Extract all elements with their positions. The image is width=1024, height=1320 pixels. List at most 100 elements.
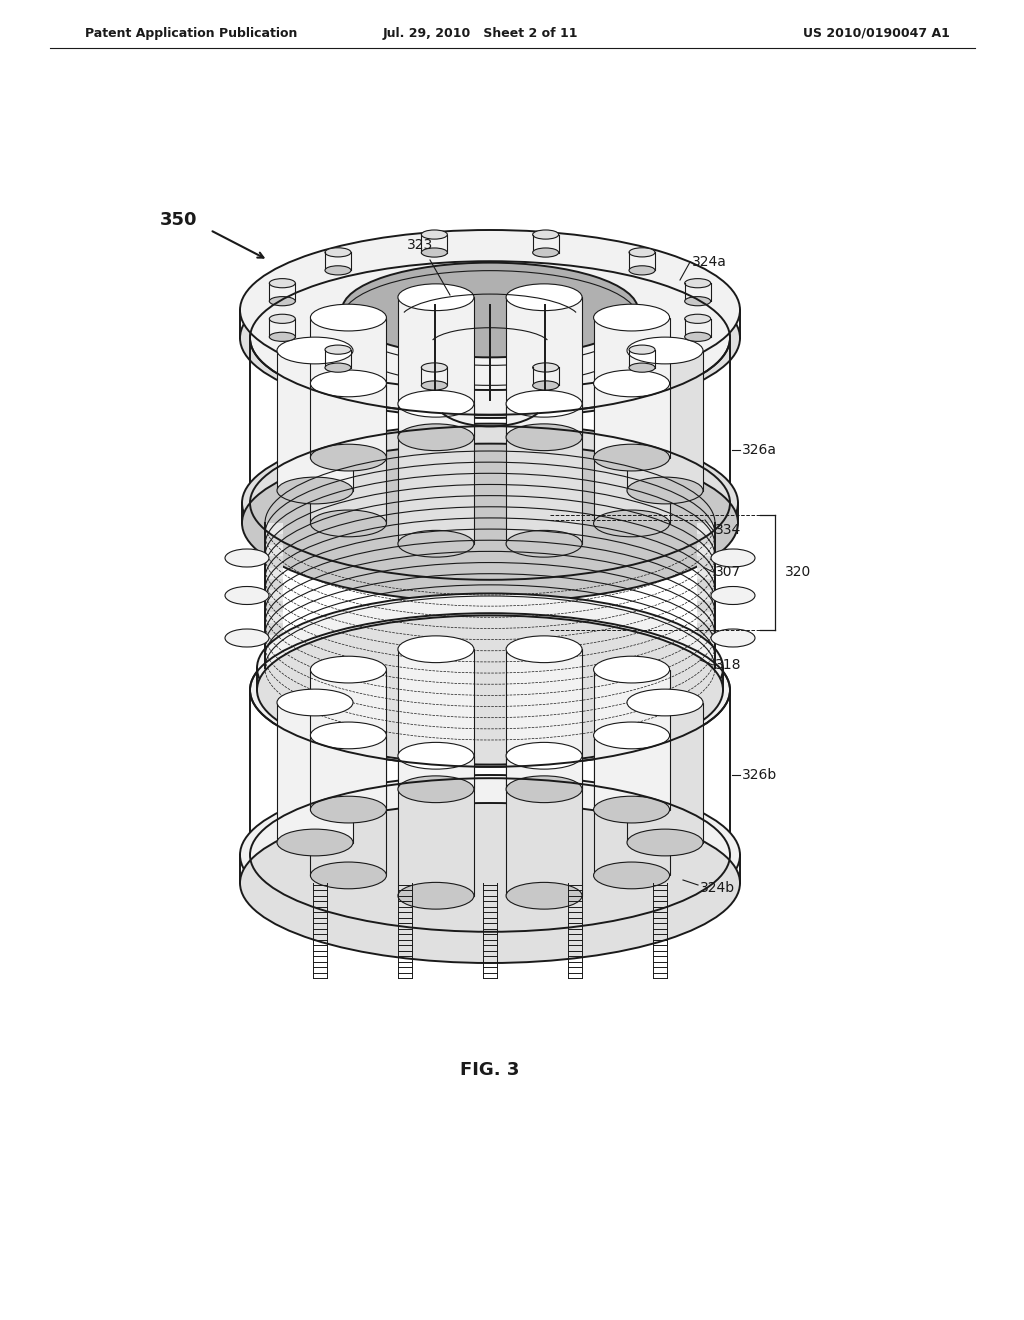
Bar [506, 756, 582, 896]
Ellipse shape [310, 656, 386, 682]
Ellipse shape [278, 689, 353, 715]
Ellipse shape [398, 776, 474, 803]
Bar [506, 297, 582, 437]
Bar [398, 756, 474, 896]
Ellipse shape [685, 314, 711, 323]
Ellipse shape [325, 345, 351, 354]
Bar [278, 702, 353, 842]
Bar [269, 284, 295, 301]
Ellipse shape [594, 656, 670, 682]
Ellipse shape [506, 284, 582, 310]
Ellipse shape [506, 776, 582, 803]
Ellipse shape [711, 630, 755, 647]
Ellipse shape [532, 248, 559, 257]
Ellipse shape [506, 424, 582, 450]
Ellipse shape [685, 279, 711, 288]
Ellipse shape [265, 451, 715, 595]
Bar [269, 319, 295, 337]
Text: 334: 334 [715, 523, 741, 537]
Bar [265, 657, 283, 668]
Bar [627, 702, 703, 842]
Bar [398, 649, 474, 789]
Ellipse shape [629, 363, 655, 372]
Bar [265, 635, 283, 645]
Ellipse shape [278, 477, 353, 504]
Bar [421, 235, 447, 252]
Ellipse shape [269, 333, 295, 342]
Bar [265, 623, 283, 635]
Bar [265, 568, 283, 578]
Ellipse shape [421, 381, 447, 389]
Text: Jul. 29, 2010   Sheet 2 of 11: Jul. 29, 2010 Sheet 2 of 11 [382, 26, 578, 40]
Ellipse shape [310, 510, 386, 537]
Ellipse shape [242, 444, 738, 602]
Bar [697, 645, 715, 657]
Ellipse shape [421, 230, 447, 239]
Ellipse shape [594, 304, 670, 331]
Ellipse shape [310, 796, 386, 822]
Ellipse shape [257, 615, 723, 764]
Bar [697, 557, 715, 568]
Bar [697, 545, 715, 557]
Text: 326a: 326a [742, 444, 777, 457]
Bar [685, 319, 711, 337]
Bar [325, 252, 351, 271]
Ellipse shape [278, 829, 353, 855]
Ellipse shape [240, 775, 740, 935]
Bar [697, 568, 715, 578]
Ellipse shape [310, 445, 386, 471]
Bar [506, 404, 582, 544]
Text: 324b: 324b [700, 880, 735, 895]
Bar [697, 523, 715, 535]
Bar [697, 601, 715, 612]
Bar [697, 657, 715, 668]
Bar [265, 590, 283, 601]
Text: US 2010/0190047 A1: US 2010/0190047 A1 [803, 26, 950, 40]
Bar [697, 612, 715, 623]
Ellipse shape [594, 862, 670, 888]
Text: 323: 323 [407, 238, 433, 252]
Bar [265, 535, 283, 545]
Ellipse shape [250, 261, 730, 414]
Ellipse shape [250, 426, 730, 579]
Bar [265, 557, 283, 568]
Text: 350: 350 [160, 211, 198, 228]
Ellipse shape [594, 510, 670, 537]
Bar [697, 635, 715, 645]
Bar [310, 318, 386, 458]
Text: Patent Application Publication: Patent Application Publication [85, 26, 297, 40]
Ellipse shape [310, 862, 386, 888]
Text: 320: 320 [785, 565, 811, 579]
Text: 326b: 326b [742, 768, 777, 781]
Bar [310, 383, 386, 524]
Ellipse shape [398, 424, 474, 450]
Ellipse shape [594, 370, 670, 397]
Ellipse shape [398, 391, 474, 417]
Ellipse shape [398, 882, 474, 909]
Ellipse shape [269, 297, 295, 306]
Ellipse shape [225, 586, 269, 605]
Bar [629, 252, 655, 271]
Bar [265, 545, 283, 557]
Ellipse shape [257, 594, 723, 743]
Ellipse shape [225, 630, 269, 647]
Ellipse shape [506, 636, 582, 663]
Bar [532, 367, 559, 385]
Bar [265, 578, 283, 590]
Ellipse shape [711, 549, 755, 568]
Ellipse shape [310, 722, 386, 748]
Ellipse shape [325, 265, 351, 275]
Text: 324a: 324a [692, 255, 727, 269]
Ellipse shape [250, 614, 730, 767]
Ellipse shape [594, 796, 670, 822]
Ellipse shape [594, 445, 670, 471]
Text: FIG. 3: FIG. 3 [461, 1061, 520, 1078]
Ellipse shape [310, 370, 386, 397]
Ellipse shape [240, 803, 740, 964]
Bar [310, 735, 386, 875]
Ellipse shape [325, 363, 351, 372]
Ellipse shape [269, 279, 295, 288]
Bar [265, 601, 283, 612]
Text: 307: 307 [715, 565, 741, 579]
Ellipse shape [398, 284, 474, 310]
